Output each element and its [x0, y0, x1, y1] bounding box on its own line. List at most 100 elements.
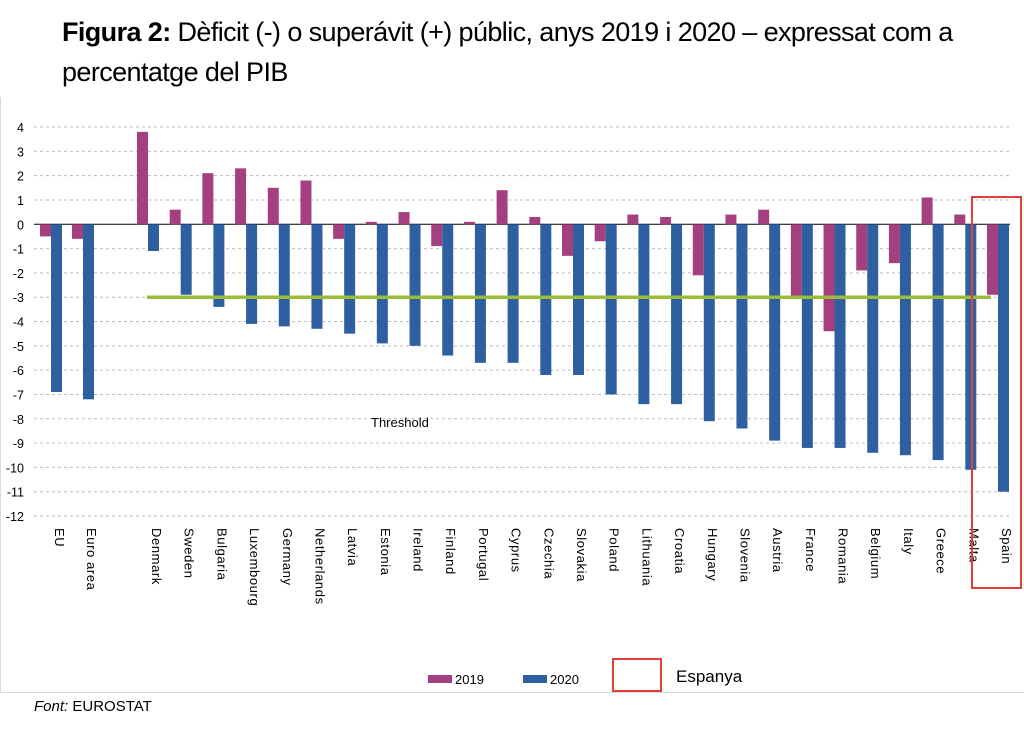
bar-2019: [235, 168, 247, 225]
bar-2019: [40, 224, 51, 237]
y-tick-label: -4: [13, 316, 24, 330]
y-tick-label: -9: [13, 437, 24, 451]
bar-2019: [267, 187, 279, 225]
legend-label-2020: 2020: [550, 672, 579, 687]
bar-2020: [769, 224, 781, 441]
figure-title: Figura 2: Dèficit (-) o superávit (+) pú…: [62, 12, 1002, 92]
x-tick-label: Spain: [999, 528, 1014, 564]
bar-2020: [507, 224, 519, 363]
bar-2020: [834, 224, 846, 448]
y-tick-label: -11: [7, 486, 24, 500]
bar-2019: [987, 224, 998, 295]
bar-2020: [311, 224, 323, 329]
x-tick-label: Portugal: [476, 528, 491, 581]
bar-2020: [638, 224, 650, 405]
bar-2019: [333, 224, 345, 239]
x-tick-label: Italy: [901, 528, 916, 555]
x-tick-label: EU: [52, 528, 67, 547]
bar-2019: [202, 173, 214, 225]
y-tick-label: -8: [13, 413, 24, 427]
chart-frame: [0, 97, 1024, 693]
legend-swatch-2020: [523, 675, 547, 683]
x-tick-label: Ireland: [411, 528, 426, 572]
bar-2019: [790, 224, 802, 298]
y-tick-label: 0: [17, 218, 24, 232]
y-tick-label: -1: [13, 243, 24, 257]
y-tick-label: -12: [6, 510, 24, 524]
bar-2020: [278, 224, 290, 327]
bar-2020: [573, 224, 584, 375]
x-tick-label: Denmark: [149, 528, 164, 585]
bar-2020: [51, 224, 62, 393]
x-tick-label: Germany: [280, 528, 295, 586]
x-tick-label: Croatia: [672, 528, 687, 574]
bar-2020: [213, 224, 225, 307]
y-tick-label: -5: [13, 340, 24, 354]
y-tick-label: -3: [13, 291, 24, 305]
x-tick-label: Cyprus: [509, 528, 524, 573]
y-tick-label: -2: [13, 267, 24, 281]
bar-2019: [594, 224, 606, 242]
bar-2019: [496, 190, 508, 225]
bar-2019: [856, 224, 868, 271]
figure-number: Figura 2:: [62, 17, 171, 47]
bar-2019: [888, 224, 900, 264]
bar-2019: [954, 214, 966, 225]
y-tick-label: 4: [17, 121, 24, 135]
x-tick-label: Luxembourg: [247, 528, 262, 606]
x-tick-label: Estonia: [378, 528, 393, 576]
bar-2020: [998, 224, 1009, 492]
bar-2019: [725, 214, 737, 225]
x-tick-label: Hungary: [705, 528, 720, 581]
bar-2020: [344, 224, 356, 334]
bar-2020: [376, 224, 388, 344]
bar-2019: [72, 224, 83, 239]
y-tick-label: 2: [17, 170, 24, 184]
bar-2020: [148, 224, 159, 251]
bar-2020: [703, 224, 715, 422]
bar-2019: [921, 197, 933, 225]
bar-2020: [474, 224, 486, 363]
bar-2019: [398, 212, 410, 225]
bar-2020: [867, 224, 879, 453]
x-tick-label: Bulgaria: [214, 528, 229, 581]
x-tick-label: Latvia: [345, 528, 360, 566]
bar-2019: [463, 221, 475, 225]
bar-2020: [442, 224, 454, 356]
x-tick-label: Euro area: [84, 528, 99, 591]
bar-2020: [965, 224, 977, 470]
y-tick-label: 1: [17, 194, 24, 208]
y-tick-label: -6: [13, 364, 24, 378]
x-tick-label: Austria: [770, 528, 785, 573]
bar-2019: [365, 221, 377, 225]
x-tick-label: Lithuania: [639, 528, 654, 586]
source-label: Font:: [34, 698, 69, 715]
bar-2019: [431, 224, 443, 247]
bar-2019: [627, 214, 639, 225]
bar-2020: [540, 224, 552, 375]
y-tick-label: -10: [6, 461, 24, 475]
legend-highlight-swatch: [612, 658, 662, 692]
x-tick-label: Poland: [607, 528, 622, 572]
threshold-label: Threshold: [371, 415, 429, 430]
bar-2019: [300, 180, 312, 225]
y-tick-label: 3: [17, 145, 24, 159]
bar-2019: [823, 224, 835, 332]
x-tick-label: France: [803, 528, 818, 572]
bar-2019: [137, 131, 148, 225]
y-tick-label: -7: [13, 388, 24, 402]
figure-title-text: Dèficit (-) o superávit (+) públic, anys…: [62, 17, 953, 87]
legend-label-2019: 2019: [455, 672, 484, 687]
bar-2020: [83, 224, 94, 400]
x-tick-label: Czechia: [541, 528, 556, 579]
x-tick-label: Netherlands: [312, 528, 327, 605]
bar-2019: [562, 224, 573, 256]
bar-2020: [180, 224, 192, 295]
x-tick-label: Sweden: [182, 528, 197, 579]
bar-2020: [801, 224, 813, 448]
spain-highlight-box: [971, 196, 1022, 589]
bar-2019: [660, 216, 672, 225]
bar-2020: [736, 224, 748, 429]
bar-2020: [246, 224, 258, 324]
